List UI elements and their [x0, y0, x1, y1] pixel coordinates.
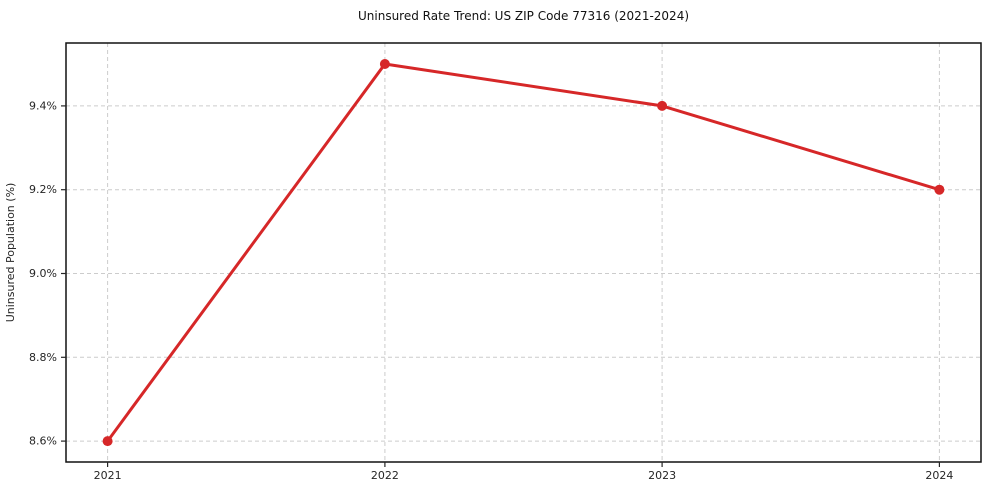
- y-tick-label: 8.6%: [29, 435, 57, 448]
- data-line: [106, 62, 941, 443]
- y-tick-label: 9.2%: [29, 183, 57, 196]
- x-tick-label: 2024: [925, 469, 953, 482]
- x-tick-label: 2023: [648, 469, 676, 482]
- x-tick-label: 2021: [94, 469, 122, 482]
- x-tick-labels: 2021 2022 2023 2024: [94, 469, 954, 482]
- y-tick-label: 8.8%: [29, 351, 57, 364]
- chart-title: Uninsured Rate Trend: US ZIP Code 77316 …: [358, 9, 689, 23]
- y-tick-labels: 8.6% 8.8% 9.0% 9.2% 9.4%: [29, 99, 57, 447]
- data-point: [657, 100, 668, 111]
- y-tick-label: 9.0%: [29, 267, 57, 280]
- y-axis-label: Uninsured Population (%): [4, 183, 17, 323]
- data-points: [102, 59, 945, 447]
- data-point: [379, 59, 390, 69]
- data-point: [102, 436, 113, 447]
- data-point: [934, 184, 945, 195]
- gridlines: [66, 43, 981, 462]
- plot-border: [65, 42, 982, 463]
- axis-ticks: [61, 105, 941, 467]
- x-tick-label: 2022: [371, 469, 399, 482]
- y-tick-label: 9.4%: [29, 99, 57, 112]
